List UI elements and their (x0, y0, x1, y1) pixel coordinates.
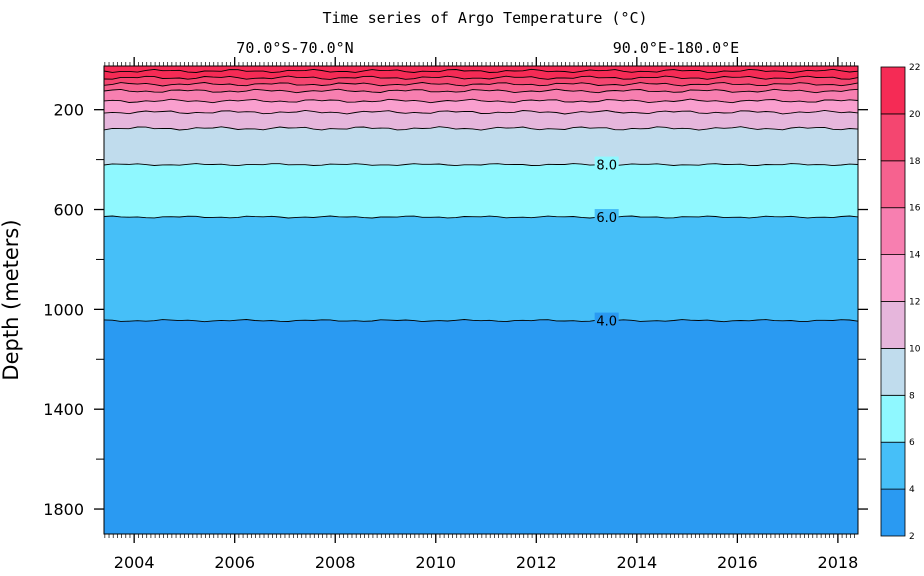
isotherm-22 (103, 68, 859, 74)
colorbar-label-4: 4 (909, 485, 915, 495)
colorbar: 2 4 6 8 10 12 14 16 18 20 22 (880, 63, 921, 542)
x-tick-label-2018: 2018 (818, 553, 859, 572)
x-tick-label-2008: 2008 (315, 553, 356, 572)
isotherm-lines (103, 68, 859, 323)
y-tick-label-600: 600 (53, 201, 84, 220)
colorbar-label-8: 8 (909, 391, 915, 401)
colorbar-label-10: 10 (909, 344, 921, 354)
band-below-4 (104, 319, 858, 534)
colorbar-swatch-16 (880, 160, 906, 209)
region-latitude-label: 70.0°S-70.0°N (236, 39, 353, 57)
colorbar-swatch-18 (880, 113, 906, 162)
isotherm-12 (103, 109, 859, 115)
contour-label-8.0: 8.0 (596, 159, 617, 174)
contour-label-4.0: 4.0 (596, 315, 617, 330)
contour-label-bg (594, 209, 619, 224)
colorbar-label-2: 2 (909, 532, 915, 542)
colorbar-swatch-8 (880, 347, 906, 396)
y-axis-label: Depth (meters) (0, 219, 23, 380)
isotherm-16 (103, 88, 859, 94)
contour-label-bg (594, 156, 619, 171)
colorbar-label-16: 16 (909, 204, 921, 214)
colorbar-swatch-4 (880, 441, 906, 490)
colorbar-swatch-12 (880, 254, 906, 302)
x-tick-label-2016: 2016 (717, 553, 758, 572)
colorbar-swatch-2 (880, 488, 906, 537)
contour-label-bg (594, 312, 619, 327)
y-tick-label-1000: 1000 (43, 300, 84, 319)
colorbar-label-14: 14 (909, 251, 921, 261)
y-tick-label-1400: 1400 (43, 400, 84, 419)
region-longitude-label: 90.0°E-180.0°E (613, 39, 739, 57)
y-tick-label-1800: 1800 (43, 500, 84, 519)
contour-label-6.0: 6.0 (596, 211, 617, 226)
isotherm-14 (103, 98, 859, 104)
contour-labels: 8.0 6.0 4.0 (594, 156, 619, 330)
colorbar-swatch-10 (880, 301, 906, 349)
x-tick-label-2014: 2014 (616, 553, 657, 572)
colorbar-label-20: 20 (909, 110, 921, 120)
x-tick-label-2010: 2010 (415, 553, 456, 572)
x-tick-label-2006: 2006 (214, 553, 255, 572)
y-tick-label-200: 200 (53, 101, 84, 120)
x-tick-label-2012: 2012 (516, 553, 557, 572)
isotherm-8 (103, 163, 859, 167)
isotherm-6 (103, 215, 859, 219)
chart-title: Time series of Argo Temperature (°C) (322, 9, 647, 27)
axis-ticks: 2004 2006 2008 2010 2012 2014 2016 2018 200 600 10… (43, 57, 868, 572)
colorbar-label-12: 12 (909, 298, 920, 308)
colorbar-label-22: 22 (909, 63, 920, 73)
isotherm-4 (103, 319, 859, 323)
isotherm-10 (103, 126, 859, 131)
colorbar-swatch-14 (880, 207, 906, 255)
plot-area (104, 66, 858, 535)
colorbar-swatch-20 (880, 66, 906, 115)
colorbar-label-18: 18 (909, 157, 921, 167)
colorbar-swatch-6 (880, 394, 906, 443)
band-above-22 (104, 66, 858, 73)
x-tick-label-2004: 2004 (114, 553, 155, 572)
isotherm-20 (103, 75, 859, 80)
colorbar-label-6: 6 (909, 438, 915, 448)
isotherm-18 (103, 82, 859, 87)
plot-frame (103, 65, 859, 535)
